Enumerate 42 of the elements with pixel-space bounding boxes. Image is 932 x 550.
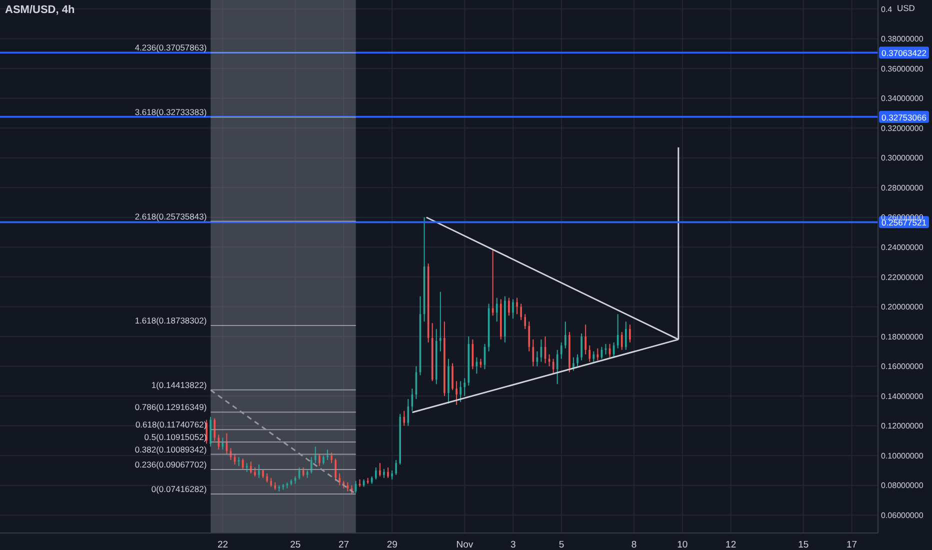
ref-line-label: 0.236(0.09067702) — [134, 459, 207, 470]
ref-line-label: 0.32753066 — [882, 112, 927, 122]
x-tick-label: 25 — [290, 540, 301, 550]
x-tick-label: 27 — [338, 540, 350, 550]
ref-line-label: 2.618(0.25735843) — [134, 211, 207, 222]
chart-title: ASM/USD, 4h — [5, 4, 75, 16]
y-tick-label: 0.34000000 — [881, 94, 924, 104]
y-tick-label: 0.20000000 — [881, 302, 924, 312]
x-tick-label: 15 — [798, 540, 809, 550]
x-tick-label: 10 — [677, 540, 688, 550]
y-tick-label: 0.08000000 — [881, 481, 924, 490]
y-tick-label: 0.10000000 — [881, 451, 924, 460]
x-tick-label: 8 — [631, 540, 637, 550]
x-tick-label: 3 — [510, 540, 516, 550]
ref-line-label: 1.618(0.18738302) — [134, 315, 207, 326]
ref-line-label: 0(0.07416282) — [151, 484, 207, 494]
ref-line-label: 0.786(0.12916349) — [134, 402, 207, 412]
ref-line-label: 4.236(0.37057863) — [134, 42, 207, 53]
y-axis-title: USD — [897, 3, 915, 13]
y-tick-label: 0.32000000 — [881, 124, 924, 133]
y-tick-label: 0.18000000 — [881, 332, 924, 342]
y-tick-label: 0.38000000 — [881, 34, 924, 44]
y-tick-label: 0.4 — [881, 4, 893, 14]
x-tick-label: Nov — [456, 540, 474, 550]
ref-line-label: 0.37063422 — [882, 48, 927, 58]
y-tick-label: 0.28000000 — [881, 183, 924, 192]
y-tick-label: 0.24000000 — [881, 242, 924, 252]
y-tick-label: 0.36000000 — [881, 64, 924, 74]
ref-line-label: 3.618(0.32733383) — [134, 107, 207, 118]
y-tick-label: 0.22000000 — [881, 272, 924, 282]
x-tick-label: 22 — [217, 540, 228, 550]
x-tick-label: 29 — [386, 540, 398, 550]
ref-line-label: 0.382(0.10089342) — [134, 444, 207, 454]
x-tick-label: 17 — [846, 540, 858, 550]
y-tick-label: 0.14000000 — [881, 392, 924, 401]
y-tick-label: 0.30000000 — [881, 154, 924, 163]
y-tick-label: 0.12000000 — [881, 422, 924, 431]
x-tick-label: 12 — [726, 540, 736, 550]
y-tick-label: 0.16000000 — [881, 362, 924, 372]
y-tick-label: 0.06000000 — [881, 510, 924, 520]
ref-line-label: 1(0.14413822) — [151, 380, 207, 390]
x-tick-label: 5 — [558, 540, 564, 550]
